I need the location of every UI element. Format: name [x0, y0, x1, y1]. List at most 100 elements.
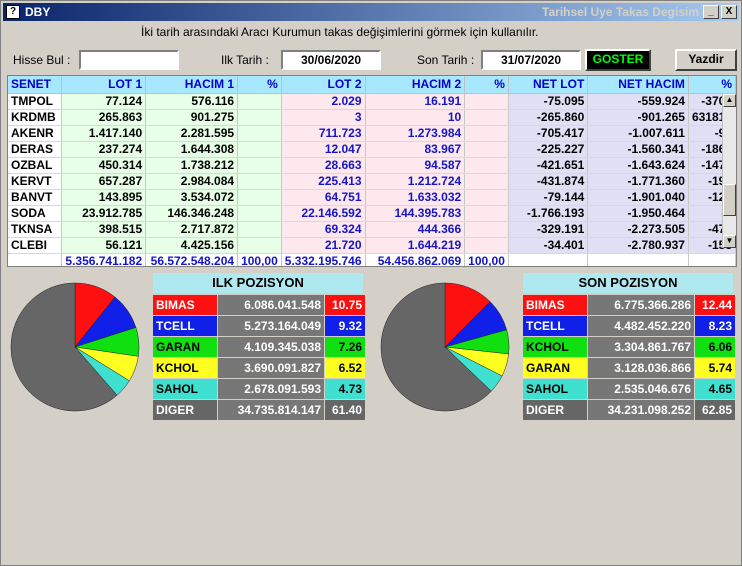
- table-cell: 1.417.140: [61, 125, 147, 142]
- table-cell: 711.723: [281, 125, 366, 142]
- stock-code-cell: CLEBI: [8, 237, 63, 254]
- minimize-button[interactable]: _: [703, 5, 719, 19]
- table-cell: [464, 141, 509, 158]
- table-cell: -421.651: [508, 157, 589, 174]
- table-cell: -329.191: [508, 221, 589, 238]
- table-cell: 2.281.595: [145, 125, 239, 142]
- legend-value: 6.775.366.286: [588, 295, 694, 315]
- column-header[interactable]: %: [464, 76, 509, 94]
- ilk-pozisyon-legend: ILK POZISYON BIMAS 6.086.041.548 10.75 TCELL…: [153, 273, 365, 421]
- show-button[interactable]: GOSTER: [585, 49, 651, 71]
- table-cell: 28.663: [281, 157, 366, 174]
- table-cell: [464, 189, 509, 206]
- app-name: DBY: [25, 5, 51, 19]
- table-scrollbar[interactable]: ▲ ▼: [722, 94, 736, 248]
- table-cell: 3.534.072: [145, 189, 239, 206]
- legend-percent: 4.73: [325, 379, 365, 399]
- table-row[interactable]: KRDMB 265.863 901.275 3 10 -265.860 -901.265 63…: [8, 109, 736, 126]
- table-row[interactable]: TKNSA 398.515 2.717.872 69.324 444.366 -329.1…: [8, 221, 736, 238]
- legend-row: GARAN 3.128.036.866 5.74: [523, 358, 735, 378]
- column-header[interactable]: %: [237, 76, 282, 94]
- table-cell: 1.273.984: [365, 125, 466, 142]
- table-cell: 10: [365, 109, 466, 126]
- table-cell: 144.395.783: [365, 205, 466, 222]
- legend-value: 2.535.046.676: [588, 379, 694, 399]
- legend-percent: 6.06: [695, 337, 735, 357]
- legend-percent: 12.44: [695, 295, 735, 315]
- table-cell: 64.751: [281, 189, 366, 206]
- total-cell: [8, 253, 63, 266]
- table-row[interactable]: TMPOL 77.124 576.116 2.029 16.191 -75.095 -559…: [8, 93, 736, 110]
- table-cell: 77.124: [61, 93, 147, 110]
- legend-row: BIMAS 6.086.041.548 10.75: [153, 295, 365, 315]
- table-row[interactable]: OZBAL 450.314 1.738.212 28.663 94.587 -421.65…: [8, 157, 736, 174]
- legend-row: KCHOL 3.304.861.767 6.06: [523, 337, 735, 357]
- column-header[interactable]: LOT 1: [61, 76, 147, 94]
- legend-row: SAHOL 2.535.046.676 4.65: [523, 379, 735, 399]
- totals-row: 5.356.741.182 56.572.548.204 100,00 5.332.1…: [8, 253, 736, 266]
- column-header[interactable]: HACIM 1: [145, 76, 239, 94]
- position-title: SON POZISYON: [523, 273, 733, 293]
- column-header[interactable]: NET HACIM: [587, 76, 689, 94]
- legend-value: 3.690.091.827: [218, 358, 324, 378]
- table-row[interactable]: KERVT 657.287 2.984.084 225.413 1.212.724 -43…: [8, 173, 736, 190]
- table-row[interactable]: DERAS 237.274 1.644.308 12.047 83.967 -225.22…: [8, 141, 736, 158]
- legend-value: 4.109.345.038: [218, 337, 324, 357]
- table-cell: 237.274: [61, 141, 147, 158]
- table-cell: 265.863: [61, 109, 147, 126]
- legend-percent: 8.23: [695, 316, 735, 336]
- table-cell: 2.717.872: [145, 221, 239, 238]
- table-row[interactable]: AKENR 1.417.140 2.281.595 711.723 1.273.984 -…: [8, 125, 736, 142]
- total-cell: 5.332.195.746: [281, 253, 366, 266]
- stock-code-cell: TMPOL: [8, 93, 63, 110]
- stock-code-cell: KRDMB: [8, 109, 63, 126]
- scroll-down-icon[interactable]: ▼: [723, 235, 736, 248]
- scroll-up-icon[interactable]: ▲: [723, 94, 736, 107]
- table-row[interactable]: SODA 23.912.785 146.346.248 22.146.592 144.3…: [8, 205, 736, 222]
- table-cell: 1.738.212: [145, 157, 239, 174]
- stock-code-cell: BANVT: [8, 189, 63, 206]
- legend-value: 4.482.452.220: [588, 316, 694, 336]
- legend-row: BIMAS 6.775.366.286 12.44: [523, 295, 735, 315]
- column-header[interactable]: NET LOT: [508, 76, 589, 94]
- legend-value: 34.231.098.252: [588, 400, 694, 420]
- column-header[interactable]: %: [688, 76, 736, 94]
- legend-stock-name: BIMAS: [523, 295, 587, 315]
- table-cell: 576.116: [145, 93, 239, 110]
- stock-code-cell: KERVT: [8, 173, 63, 190]
- column-header[interactable]: SENET: [8, 76, 63, 94]
- search-input[interactable]: [79, 50, 179, 70]
- total-cell: [688, 253, 736, 266]
- legend-value: 34.735.814.147: [218, 400, 324, 420]
- table-cell: [237, 157, 282, 174]
- legend-stock-name: SAHOL: [523, 379, 587, 399]
- legend-stock-name: KCHOL: [523, 337, 587, 357]
- table-cell: 69.324: [281, 221, 366, 238]
- print-button[interactable]: Yazdir: [675, 49, 737, 71]
- table-row[interactable]: CLEBI 56.121 4.425.156 21.720 1.644.219 -34.4…: [8, 237, 736, 254]
- legend-stock-name: KCHOL: [153, 358, 217, 378]
- table-cell: 2.984.084: [145, 173, 239, 190]
- close-button[interactable]: X: [721, 5, 737, 19]
- son-pozisyon-legend: SON POZISYON BIMAS 6.775.366.286 12.44 TCELL…: [523, 273, 735, 421]
- total-cell: 100,00: [464, 253, 509, 266]
- table-cell: 1.633.032: [365, 189, 466, 206]
- scroll-thumb[interactable]: [723, 184, 736, 216]
- total-cell: 100,00: [237, 253, 282, 266]
- legend-percent: 7.26: [325, 337, 365, 357]
- table-cell: [237, 109, 282, 126]
- column-header[interactable]: LOT 2: [281, 76, 366, 94]
- end-date-input[interactable]: 31/07/2020: [481, 50, 581, 70]
- table-cell: [464, 109, 509, 126]
- table-cell: 2.029: [281, 93, 366, 110]
- table-row[interactable]: BANVT 143.895 3.534.072 64.751 1.633.032 -79.…: [8, 189, 736, 206]
- legend-value: 3.304.861.767: [588, 337, 694, 357]
- table-cell: [464, 221, 509, 238]
- pie-slice-diger: [10, 282, 118, 412]
- table-cell: 225.413: [281, 173, 366, 190]
- table-cell: [464, 205, 509, 222]
- column-header[interactable]: HACIM 2: [365, 76, 466, 94]
- legend-row: GARAN 4.109.345.038 7.26: [153, 337, 365, 357]
- stock-code-cell: AKENR: [8, 125, 63, 142]
- start-date-input[interactable]: 30/06/2020: [281, 50, 381, 70]
